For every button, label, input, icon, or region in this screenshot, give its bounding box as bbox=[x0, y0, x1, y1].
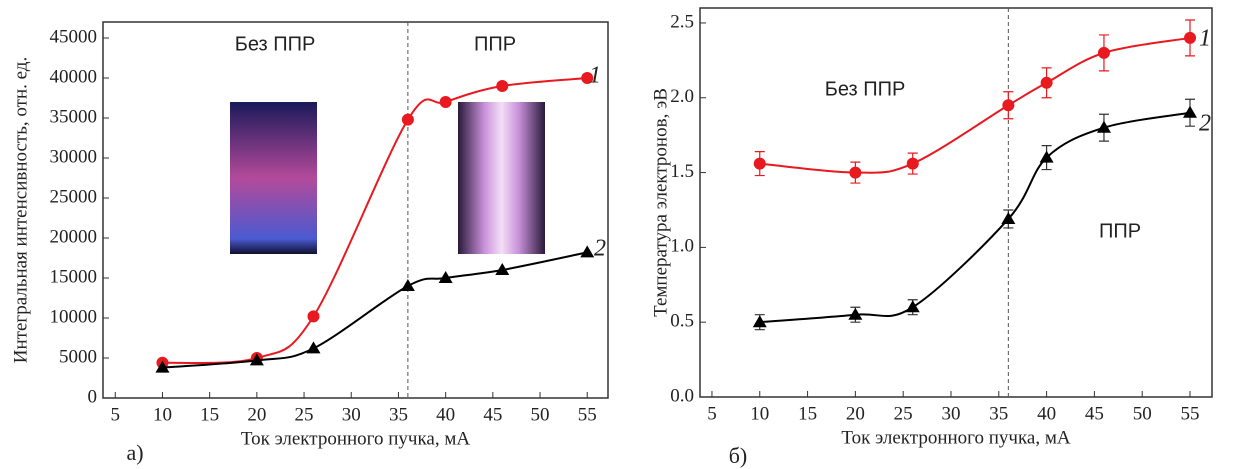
y-tick-label: 25000 bbox=[50, 186, 98, 207]
data-point bbox=[849, 166, 862, 179]
x-tick-label: 55 bbox=[1181, 403, 1200, 424]
photo-with-ppr bbox=[458, 102, 545, 254]
data-point bbox=[1096, 120, 1111, 133]
series-name: 2 bbox=[1199, 111, 1211, 137]
data-point bbox=[906, 157, 919, 170]
data-point bbox=[581, 72, 594, 84]
y-tick-label: 2.0 bbox=[670, 86, 694, 107]
data-point bbox=[1183, 105, 1198, 118]
data-point bbox=[155, 360, 170, 373]
x-tick-label: 10 bbox=[153, 404, 172, 425]
data-point bbox=[1184, 31, 1197, 44]
x-tick-label: 25 bbox=[894, 403, 913, 424]
y-tick-label: 30000 bbox=[50, 146, 98, 167]
y-tick-label: 35000 bbox=[50, 106, 98, 127]
x-tick-label: 20 bbox=[846, 403, 865, 424]
plot-frame bbox=[102, 21, 609, 399]
y-tick-label: 0.5 bbox=[670, 311, 694, 332]
panel-label: а) bbox=[126, 440, 143, 465]
photo-without-ppr bbox=[230, 102, 317, 254]
x-tick-label: 10 bbox=[750, 403, 769, 424]
x-axis-label: Ток электронного пучка, мА bbox=[241, 428, 470, 449]
y-tick-label: 2.5 bbox=[670, 11, 694, 32]
x-tick-label: 45 bbox=[1085, 403, 1104, 424]
x-axis-label: Ток электронного пучка, мА bbox=[841, 427, 1070, 448]
series-line bbox=[162, 251, 588, 369]
data-point bbox=[307, 310, 320, 323]
data-point bbox=[1039, 150, 1054, 163]
annotation: Без ППР bbox=[825, 78, 906, 100]
data-point bbox=[848, 307, 863, 320]
y-tick-label: 40000 bbox=[50, 66, 98, 87]
data-point bbox=[753, 157, 766, 170]
annotation: Без ППР bbox=[235, 33, 316, 55]
data-point bbox=[306, 341, 321, 354]
x-tick-label: 55 bbox=[578, 404, 597, 425]
x-tick-label: 35 bbox=[389, 404, 408, 425]
y-tick-label: 15000 bbox=[50, 266, 98, 287]
annotation: ППР bbox=[1099, 220, 1141, 242]
y-axis-label: Интегральная интенсивность, отн. ед. bbox=[10, 57, 31, 363]
x-tick-label: 40 bbox=[436, 404, 455, 425]
data-point bbox=[400, 279, 415, 291]
series-name: 1 bbox=[1199, 26, 1211, 52]
data-point bbox=[752, 315, 767, 328]
y-axis-label: Температура электронов, эВ bbox=[650, 88, 671, 317]
data-point bbox=[495, 263, 510, 275]
x-tick-label: 15 bbox=[798, 403, 817, 424]
data-point bbox=[401, 113, 414, 126]
data-point bbox=[580, 245, 595, 258]
x-tick-label: 40 bbox=[1037, 403, 1056, 424]
x-tick-label: 5 bbox=[707, 403, 717, 424]
y-tick-label: 45000 bbox=[50, 26, 98, 47]
data-point bbox=[1002, 99, 1015, 112]
x-tick-label: 35 bbox=[989, 403, 1008, 424]
x-tick-label: 45 bbox=[483, 404, 502, 425]
data-point bbox=[249, 353, 264, 366]
plot-frame bbox=[699, 7, 1213, 398]
series-line bbox=[759, 111, 1191, 324]
x-tick-label: 20 bbox=[247, 404, 266, 425]
data-point bbox=[496, 80, 509, 92]
x-tick-label: 50 bbox=[1133, 403, 1152, 424]
y-tick-label: 1.5 bbox=[670, 161, 694, 182]
x-tick-label: 30 bbox=[342, 404, 361, 425]
y-tick-label: 20000 bbox=[50, 226, 98, 247]
data-point bbox=[1001, 211, 1016, 224]
series-name: 1 bbox=[589, 63, 601, 89]
y-tick-label: 10000 bbox=[50, 306, 98, 327]
data-point bbox=[439, 96, 452, 108]
series-line bbox=[759, 36, 1191, 174]
x-tick-label: 25 bbox=[295, 404, 314, 425]
y-tick-label: 5000 bbox=[59, 346, 97, 367]
y-tick-label: 0.0 bbox=[670, 385, 694, 406]
annotation: ППР bbox=[474, 33, 516, 55]
data-point bbox=[1097, 46, 1110, 59]
x-tick-label: 50 bbox=[531, 404, 550, 425]
series-name: 2 bbox=[594, 236, 606, 262]
x-tick-label: 30 bbox=[941, 403, 960, 424]
panel-label: б) bbox=[729, 443, 748, 468]
data-point bbox=[1040, 76, 1053, 89]
y-tick-label: 0 bbox=[88, 386, 98, 407]
x-tick-label: 15 bbox=[200, 404, 219, 425]
y-tick-label: 1.0 bbox=[670, 236, 694, 257]
data-point bbox=[438, 271, 453, 283]
x-tick-label: 5 bbox=[111, 404, 121, 425]
data-point bbox=[905, 300, 920, 313]
